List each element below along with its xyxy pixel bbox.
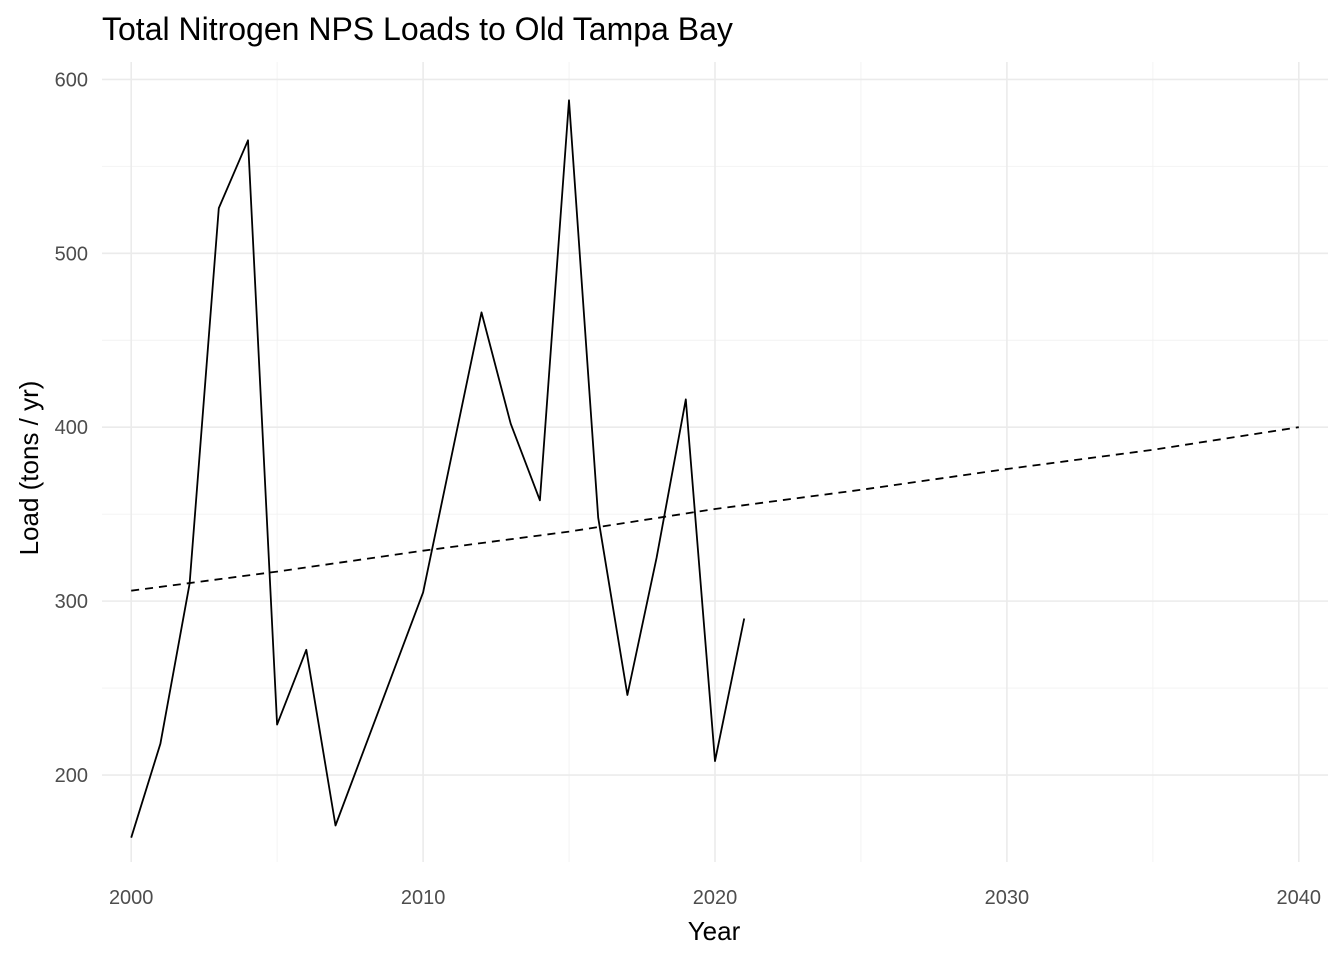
- gridlines: [102, 62, 1328, 862]
- x-tick-label: 2040: [1277, 887, 1322, 909]
- x-tick-label: 2030: [985, 887, 1030, 909]
- chart-title: Total Nitrogen NPS Loads to Old Tampa Ba…: [102, 11, 733, 47]
- y-tick-label: 600: [55, 69, 88, 91]
- x-tick-label: 2010: [401, 887, 446, 909]
- x-axis-title: Year: [688, 916, 741, 946]
- y-axis-title: Load (tons / yr): [14, 381, 44, 556]
- x-tick-label: 2000: [109, 887, 154, 909]
- y-tick-label: 500: [55, 243, 88, 265]
- load-line: [130, 99, 746, 838]
- y-tick-label: 200: [55, 765, 88, 787]
- trend-line-dashed: [131, 426, 1299, 592]
- y-tick-label: 300: [55, 591, 88, 613]
- series-lines: [130, 99, 1299, 838]
- tick-labels: 2000 2010 2020 2030 2040 200 300 400 500 600: [55, 69, 1321, 909]
- y-tick-label: 400: [55, 417, 88, 439]
- x-tick-label: 2020: [693, 887, 738, 909]
